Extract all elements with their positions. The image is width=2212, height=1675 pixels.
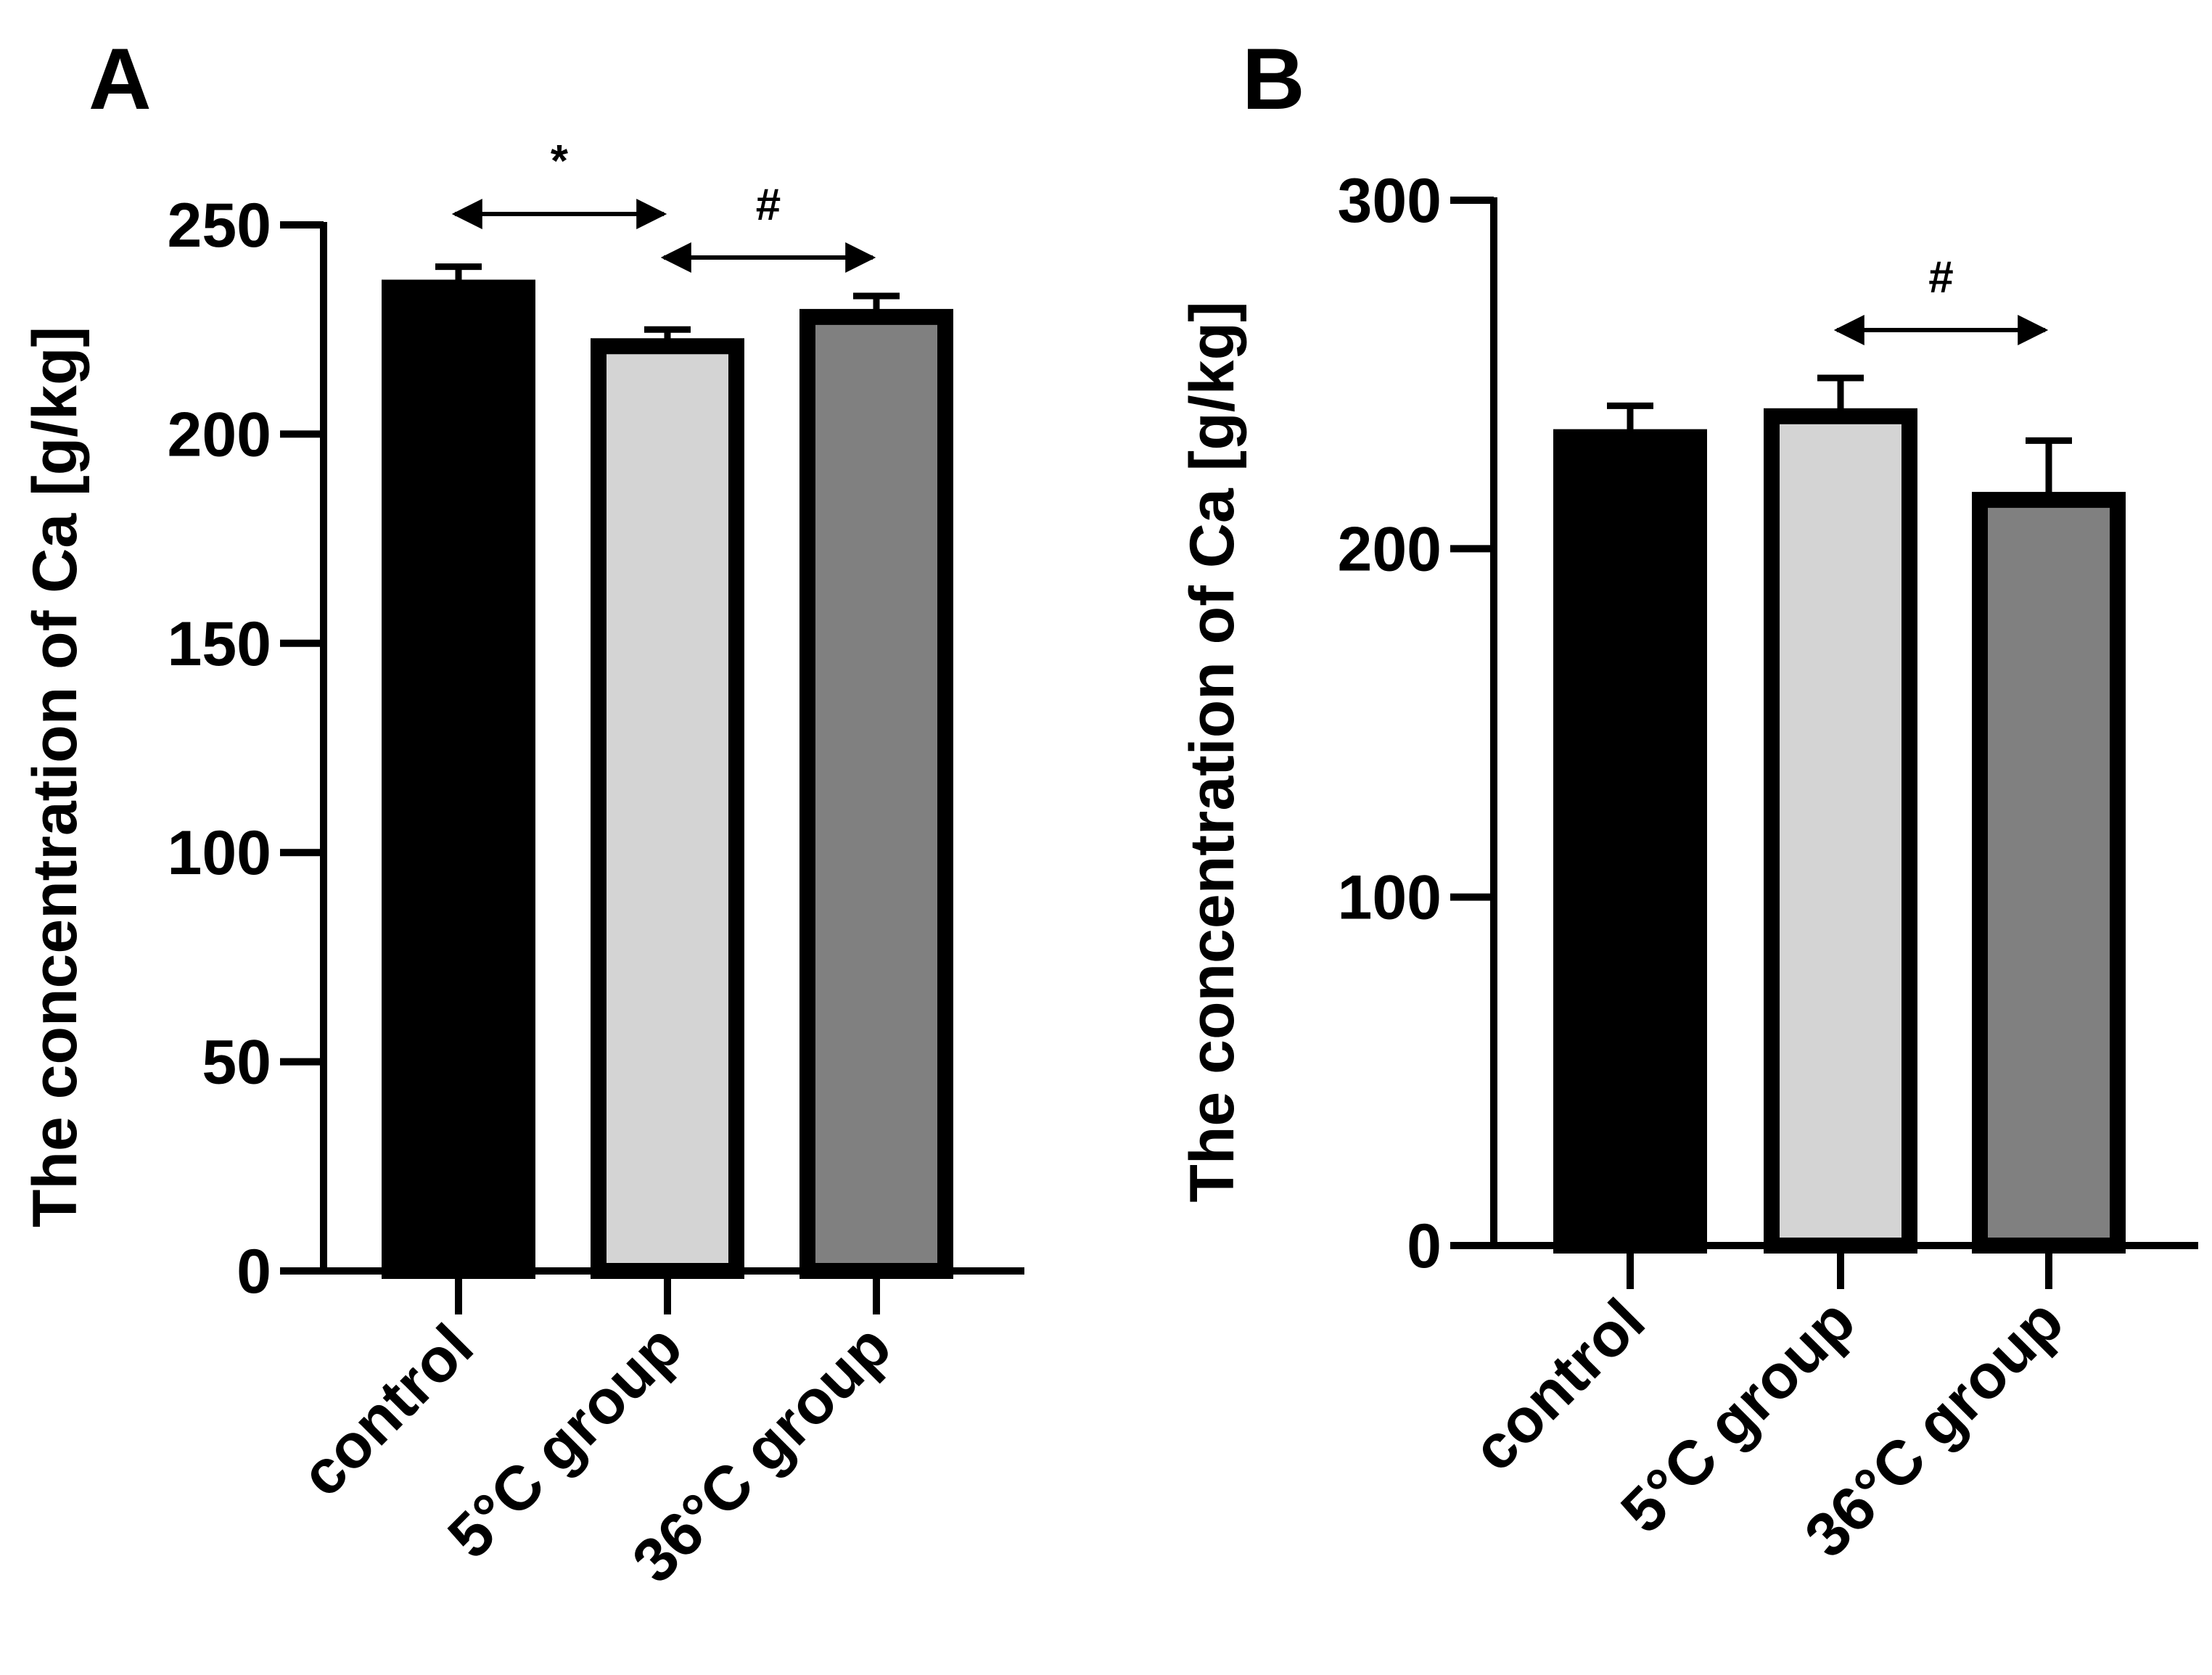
y-tick-label: 0 bbox=[237, 1237, 271, 1306]
x-tick-label: control bbox=[1459, 1286, 1658, 1485]
panel-label: B bbox=[1242, 30, 1305, 128]
y-axis-title: The concentration of Ca [g/kg] bbox=[1177, 301, 1247, 1202]
bar bbox=[1553, 429, 1707, 1254]
bar bbox=[591, 338, 744, 1280]
y-tick-label: 200 bbox=[1338, 514, 1442, 584]
y-axis-title: The concentration of Ca [g/kg] bbox=[20, 326, 90, 1227]
bar bbox=[1764, 408, 1917, 1254]
bar bbox=[799, 308, 953, 1279]
panel-label: A bbox=[89, 30, 152, 128]
y-tick-label: 250 bbox=[168, 191, 272, 260]
y-tick-label: 100 bbox=[1338, 863, 1442, 933]
y-tick-label: 300 bbox=[1338, 166, 1442, 236]
y-tick-label: 200 bbox=[168, 400, 272, 469]
bar bbox=[382, 279, 535, 1279]
y-tick-label: 50 bbox=[202, 1028, 271, 1098]
bar bbox=[1972, 492, 2126, 1254]
y-tick-label: 0 bbox=[1407, 1211, 1442, 1281]
significance-label: * bbox=[551, 136, 569, 186]
significance-label: # bbox=[1928, 252, 1953, 303]
significance-label: # bbox=[756, 180, 781, 230]
x-tick-label: control bbox=[287, 1312, 486, 1510]
y-tick-label: 100 bbox=[168, 818, 272, 888]
y-tick-label: 150 bbox=[168, 609, 272, 679]
